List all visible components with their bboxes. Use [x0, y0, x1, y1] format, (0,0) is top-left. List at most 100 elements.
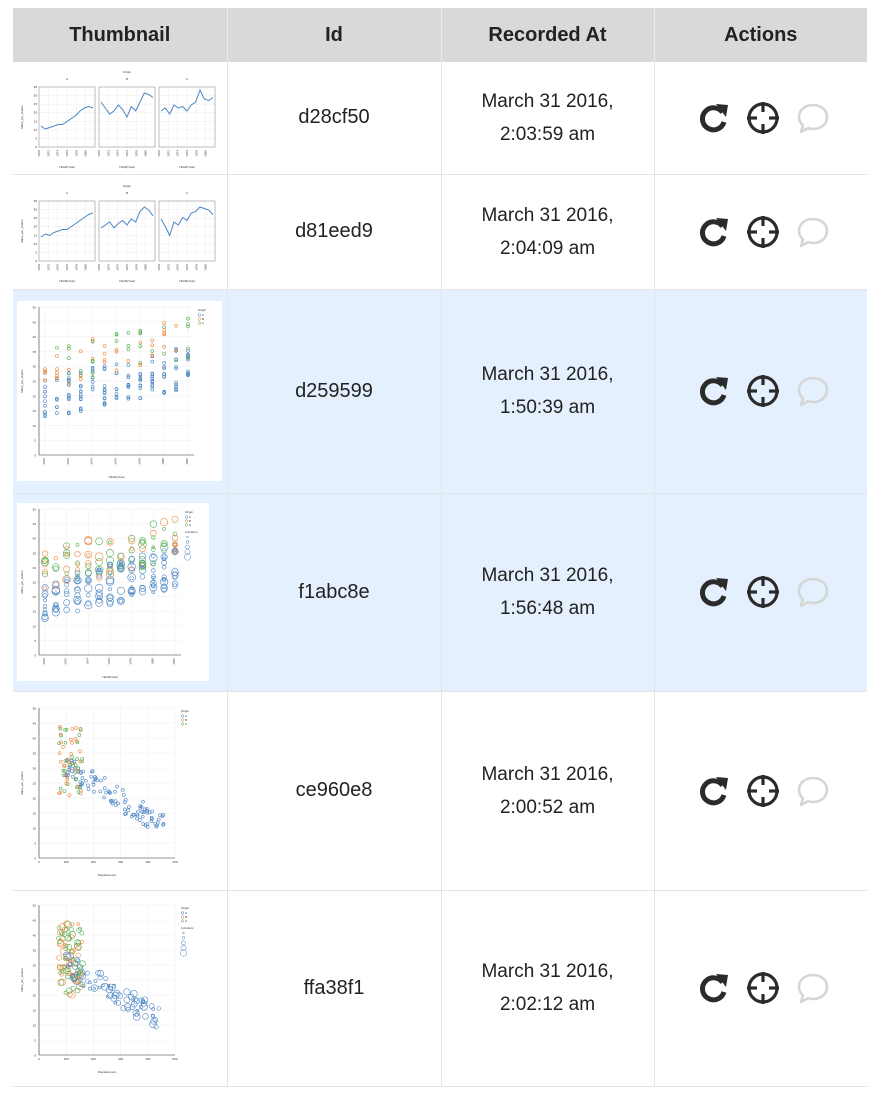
svg-text:Miles_per_Gallon: Miles_per_Gallon — [20, 968, 24, 992]
thumbnail-point — [62, 788, 67, 793]
thumbnail-point — [59, 971, 65, 977]
thumbnail-point — [78, 779, 83, 784]
svg-text:5: 5 — [34, 439, 36, 443]
refresh-icon[interactable] — [695, 373, 731, 409]
recorded-date: March 31 2016, — [481, 763, 614, 785]
thumbnail-point — [79, 939, 84, 944]
refresh-icon[interactable] — [695, 574, 731, 610]
recorded-at-cell: March 31 2016, 2:00:52 am — [441, 691, 655, 891]
thumbnail-point — [150, 380, 155, 384]
thumbnail-chart[interactable]: 0 5 10 15 20 25 30 35 40 45 50 1970 1972 1974 1976 1978… — [17, 301, 222, 481]
table-row[interactable]: 0 5 10 15 20 25 30 35 40 45 50 0 100 200 300 400 500 Disp… — [13, 890, 867, 1087]
thumbnail-point — [138, 383, 143, 388]
thumbnail-point — [131, 1000, 138, 1008]
svg-text:5: 5 — [34, 639, 36, 643]
thumbnail-text: Cylinders — [185, 530, 198, 534]
thumbnail-point — [78, 406, 83, 411]
crosshair-icon[interactable] — [745, 970, 781, 1006]
svg-text:200: 200 — [91, 1057, 96, 1061]
thumbnail-point — [75, 543, 80, 547]
svg-text:45: 45 — [33, 320, 37, 324]
thumbnail-point — [102, 384, 107, 388]
thumbnail-point — [70, 768, 74, 773]
thumbnail-text: C — [202, 321, 205, 325]
thumbnail-point — [78, 371, 83, 375]
refresh-icon[interactable] — [695, 214, 731, 250]
thumbnail-point — [61, 768, 66, 772]
actions-group — [655, 574, 868, 610]
thumbnail-point — [71, 976, 77, 983]
svg-text:30: 30 — [34, 207, 38, 211]
thumbnail-point — [162, 557, 167, 562]
thumbnail-point — [102, 390, 107, 395]
actions-cell — [654, 62, 867, 175]
thumbnail-series-line — [160, 205, 214, 237]
refresh-icon[interactable] — [695, 100, 731, 136]
thumbnail-point — [126, 384, 131, 389]
svg-text:1976: 1976 — [107, 658, 111, 665]
table-row[interactable]: 0 5 10 15 20 25 30 35 40 45 50 1970 1972 1974 1976 1978… — [13, 289, 867, 494]
thumbnail-point — [69, 737, 73, 741]
thumbnail-point — [90, 366, 95, 371]
thumbnail-text: A — [185, 714, 187, 718]
thumbnail-point — [56, 964, 63, 970]
refresh-icon[interactable] — [695, 773, 731, 809]
svg-text:1978: 1978 — [137, 458, 141, 465]
thumbnail-point — [114, 396, 119, 400]
svg-text:1972: 1972 — [106, 263, 110, 270]
thumbnail-point — [67, 356, 71, 360]
thumbnail-chart[interactable]: 0 5 10 15 20 25 30 35 40 45 50 1970 1972 1974 1976 1978… — [17, 503, 209, 681]
id-cell: f1abc8e — [227, 493, 442, 692]
thumbnail-point — [102, 396, 107, 401]
thumbnail-text: B — [126, 191, 128, 195]
svg-text:1982: 1982 — [185, 458, 189, 465]
thumbnail-point — [138, 328, 143, 333]
refresh-icon[interactable] — [695, 970, 731, 1006]
svg-text:1970: 1970 — [97, 149, 101, 156]
crosshair-icon[interactable] — [745, 773, 781, 809]
thumbnail-point — [174, 380, 178, 385]
thumbnail-point — [95, 574, 103, 581]
svg-text:0: 0 — [35, 145, 37, 149]
thumbnail-point — [150, 359, 155, 364]
crosshair-icon[interactable] — [745, 574, 781, 610]
thumbnail-point — [129, 566, 135, 572]
crosshair-icon[interactable] — [745, 373, 781, 409]
thumbnail-point — [96, 595, 102, 600]
thumbnail-point — [161, 587, 167, 593]
thumbnail-point — [151, 590, 156, 594]
thumbnail-point — [98, 985, 102, 990]
table-row[interactable]: 0 5 10 15 20 25 30 35 40 45 50 1970 1972 1974 1976 1978… — [13, 493, 868, 692]
id-cell: ffa38f1 — [227, 890, 442, 1087]
crosshair-icon[interactable] — [745, 100, 781, 136]
thumbnail-point — [174, 382, 178, 387]
thumbnail-point — [102, 785, 107, 790]
thumbnail-point — [161, 583, 168, 590]
thumbnail-chart[interactable]: Origin Miles_per_Gallon A 1970 1972 1974 1976 1… — [17, 178, 217, 285]
thumbnail-point — [66, 967, 71, 972]
svg-text:400: 400 — [145, 1057, 150, 1061]
table-row[interactable]: Origin Miles_per_Gallon A 1970 1972 1974 1976 1… — [13, 62, 867, 175]
svg-text:40: 40 — [33, 934, 37, 938]
table-row[interactable]: 0 5 10 15 20 25 30 35 40 45 50 0 100 200 300 400 500 Disp… — [13, 691, 867, 891]
svg-text:0: 0 — [38, 860, 40, 864]
thumbnail-point — [174, 387, 178, 391]
svg-text:100: 100 — [64, 860, 69, 864]
thumbnail-point — [58, 978, 66, 986]
thumbnail-point — [75, 940, 82, 946]
svg-text:35: 35 — [33, 751, 37, 755]
thumbnail-point — [85, 560, 92, 567]
thumbnail-point — [62, 768, 67, 773]
thumbnail-point — [78, 784, 83, 789]
table-row[interactable]: Origin Miles_per_Gallon A 1970 1972 1974 1976 1… — [13, 174, 867, 290]
thumbnail-point — [55, 405, 59, 409]
thumbnail-point — [138, 1005, 143, 1010]
thumbnail-point — [70, 754, 74, 759]
svg-text:30: 30 — [34, 93, 38, 97]
thumbnail-chart[interactable]: Origin Miles_per_Gallon A 1970 1972 1974 1976 1… — [17, 64, 217, 171]
thumbnail-point — [80, 756, 84, 761]
thumbnail-point — [154, 824, 159, 828]
crosshair-icon[interactable] — [745, 214, 781, 250]
